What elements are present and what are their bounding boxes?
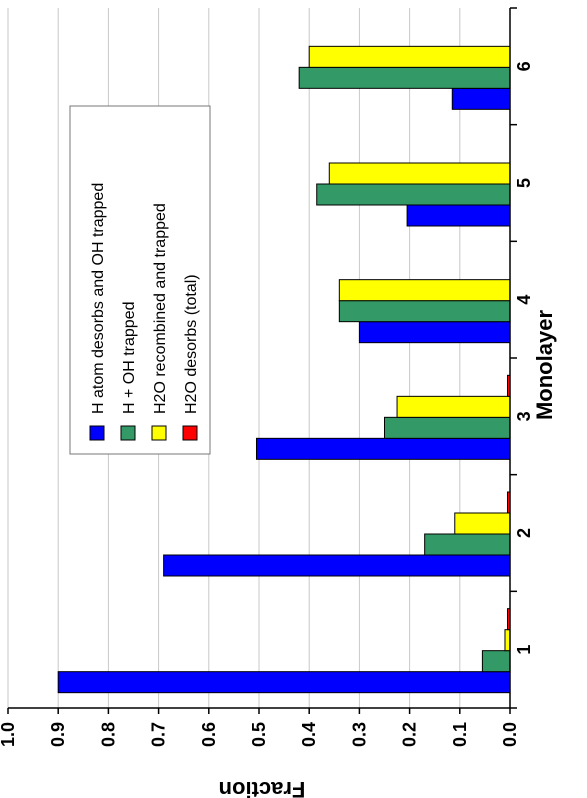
value-tick-label: 0.2: [400, 722, 420, 747]
bar-2-cat-4: [338, 300, 511, 323]
bar-1-cat-4: [358, 321, 511, 344]
bar-2-cat-2: [424, 533, 511, 556]
bar-2-cat-1: [481, 650, 511, 673]
bar-3-cat-1: [504, 629, 511, 652]
bar-3-cat-6: [308, 45, 511, 68]
bar-2-cat-6: [298, 66, 511, 89]
value-tick-label: 1.0: [0, 722, 18, 747]
bar-3-cat-2: [454, 512, 511, 535]
category-label: 1: [514, 645, 534, 655]
bar-1-cat-1: [57, 671, 511, 694]
category-label: 6: [514, 61, 534, 71]
bar-1-cat-2: [163, 554, 511, 577]
value-tick-label: 0.0: [500, 722, 520, 747]
category-label: 5: [514, 178, 534, 188]
value-axis-ticks: 0.0 0.1 0.2 0.3 0.4 0.5 0.6 0.7 0.8 0.9 1.0: [0, 708, 520, 747]
value-tick-label: 0.7: [149, 722, 169, 747]
value-tick-label: 0.6: [199, 722, 219, 747]
category-label: 4: [514, 295, 534, 305]
category-label: 2: [514, 528, 534, 538]
category-axis-title: Monolayer: [532, 310, 557, 420]
bar-2-cat-3: [384, 416, 511, 439]
category-axis-ticks: 1 2 3 4 5 6: [510, 7, 534, 709]
legend-label: H2O desorbs (total): [183, 274, 200, 414]
bar-2-cat-5: [316, 183, 511, 206]
value-tick-label: 0.8: [98, 722, 118, 747]
bar-1-cat-3: [255, 437, 511, 460]
legend-swatch: [182, 425, 198, 441]
bar-1-cat-5: [406, 204, 511, 227]
bar-3-cat-4: [338, 279, 511, 302]
value-tick-label: 0.5: [249, 722, 269, 747]
legend-swatch: [89, 425, 105, 441]
bar-3-cat-3: [396, 395, 511, 418]
category-label: 3: [514, 411, 534, 421]
legend-label: H + OH trapped: [121, 302, 138, 415]
value-tick-label: 0.4: [299, 722, 319, 747]
legend-label: H atom desorbs and OH trapped: [90, 183, 107, 414]
bar-1-cat-6: [451, 87, 511, 110]
legend-label: H2O recombined and trapped: [152, 203, 169, 414]
bar-group: [57, 45, 511, 694]
bar-3-cat-5: [328, 162, 511, 185]
value-tick-label: 0.1: [450, 722, 470, 747]
value-tick-label: 0.9: [48, 722, 68, 747]
legend-swatch: [151, 425, 167, 441]
value-axis-title: Fraction: [219, 777, 306, 798]
legend-swatch: [120, 425, 136, 441]
legend: H atom desorbs and OH trapped H + OH trap…: [69, 105, 211, 455]
legend-box: [69, 105, 211, 455]
value-tick-label: 0.3: [349, 722, 369, 747]
